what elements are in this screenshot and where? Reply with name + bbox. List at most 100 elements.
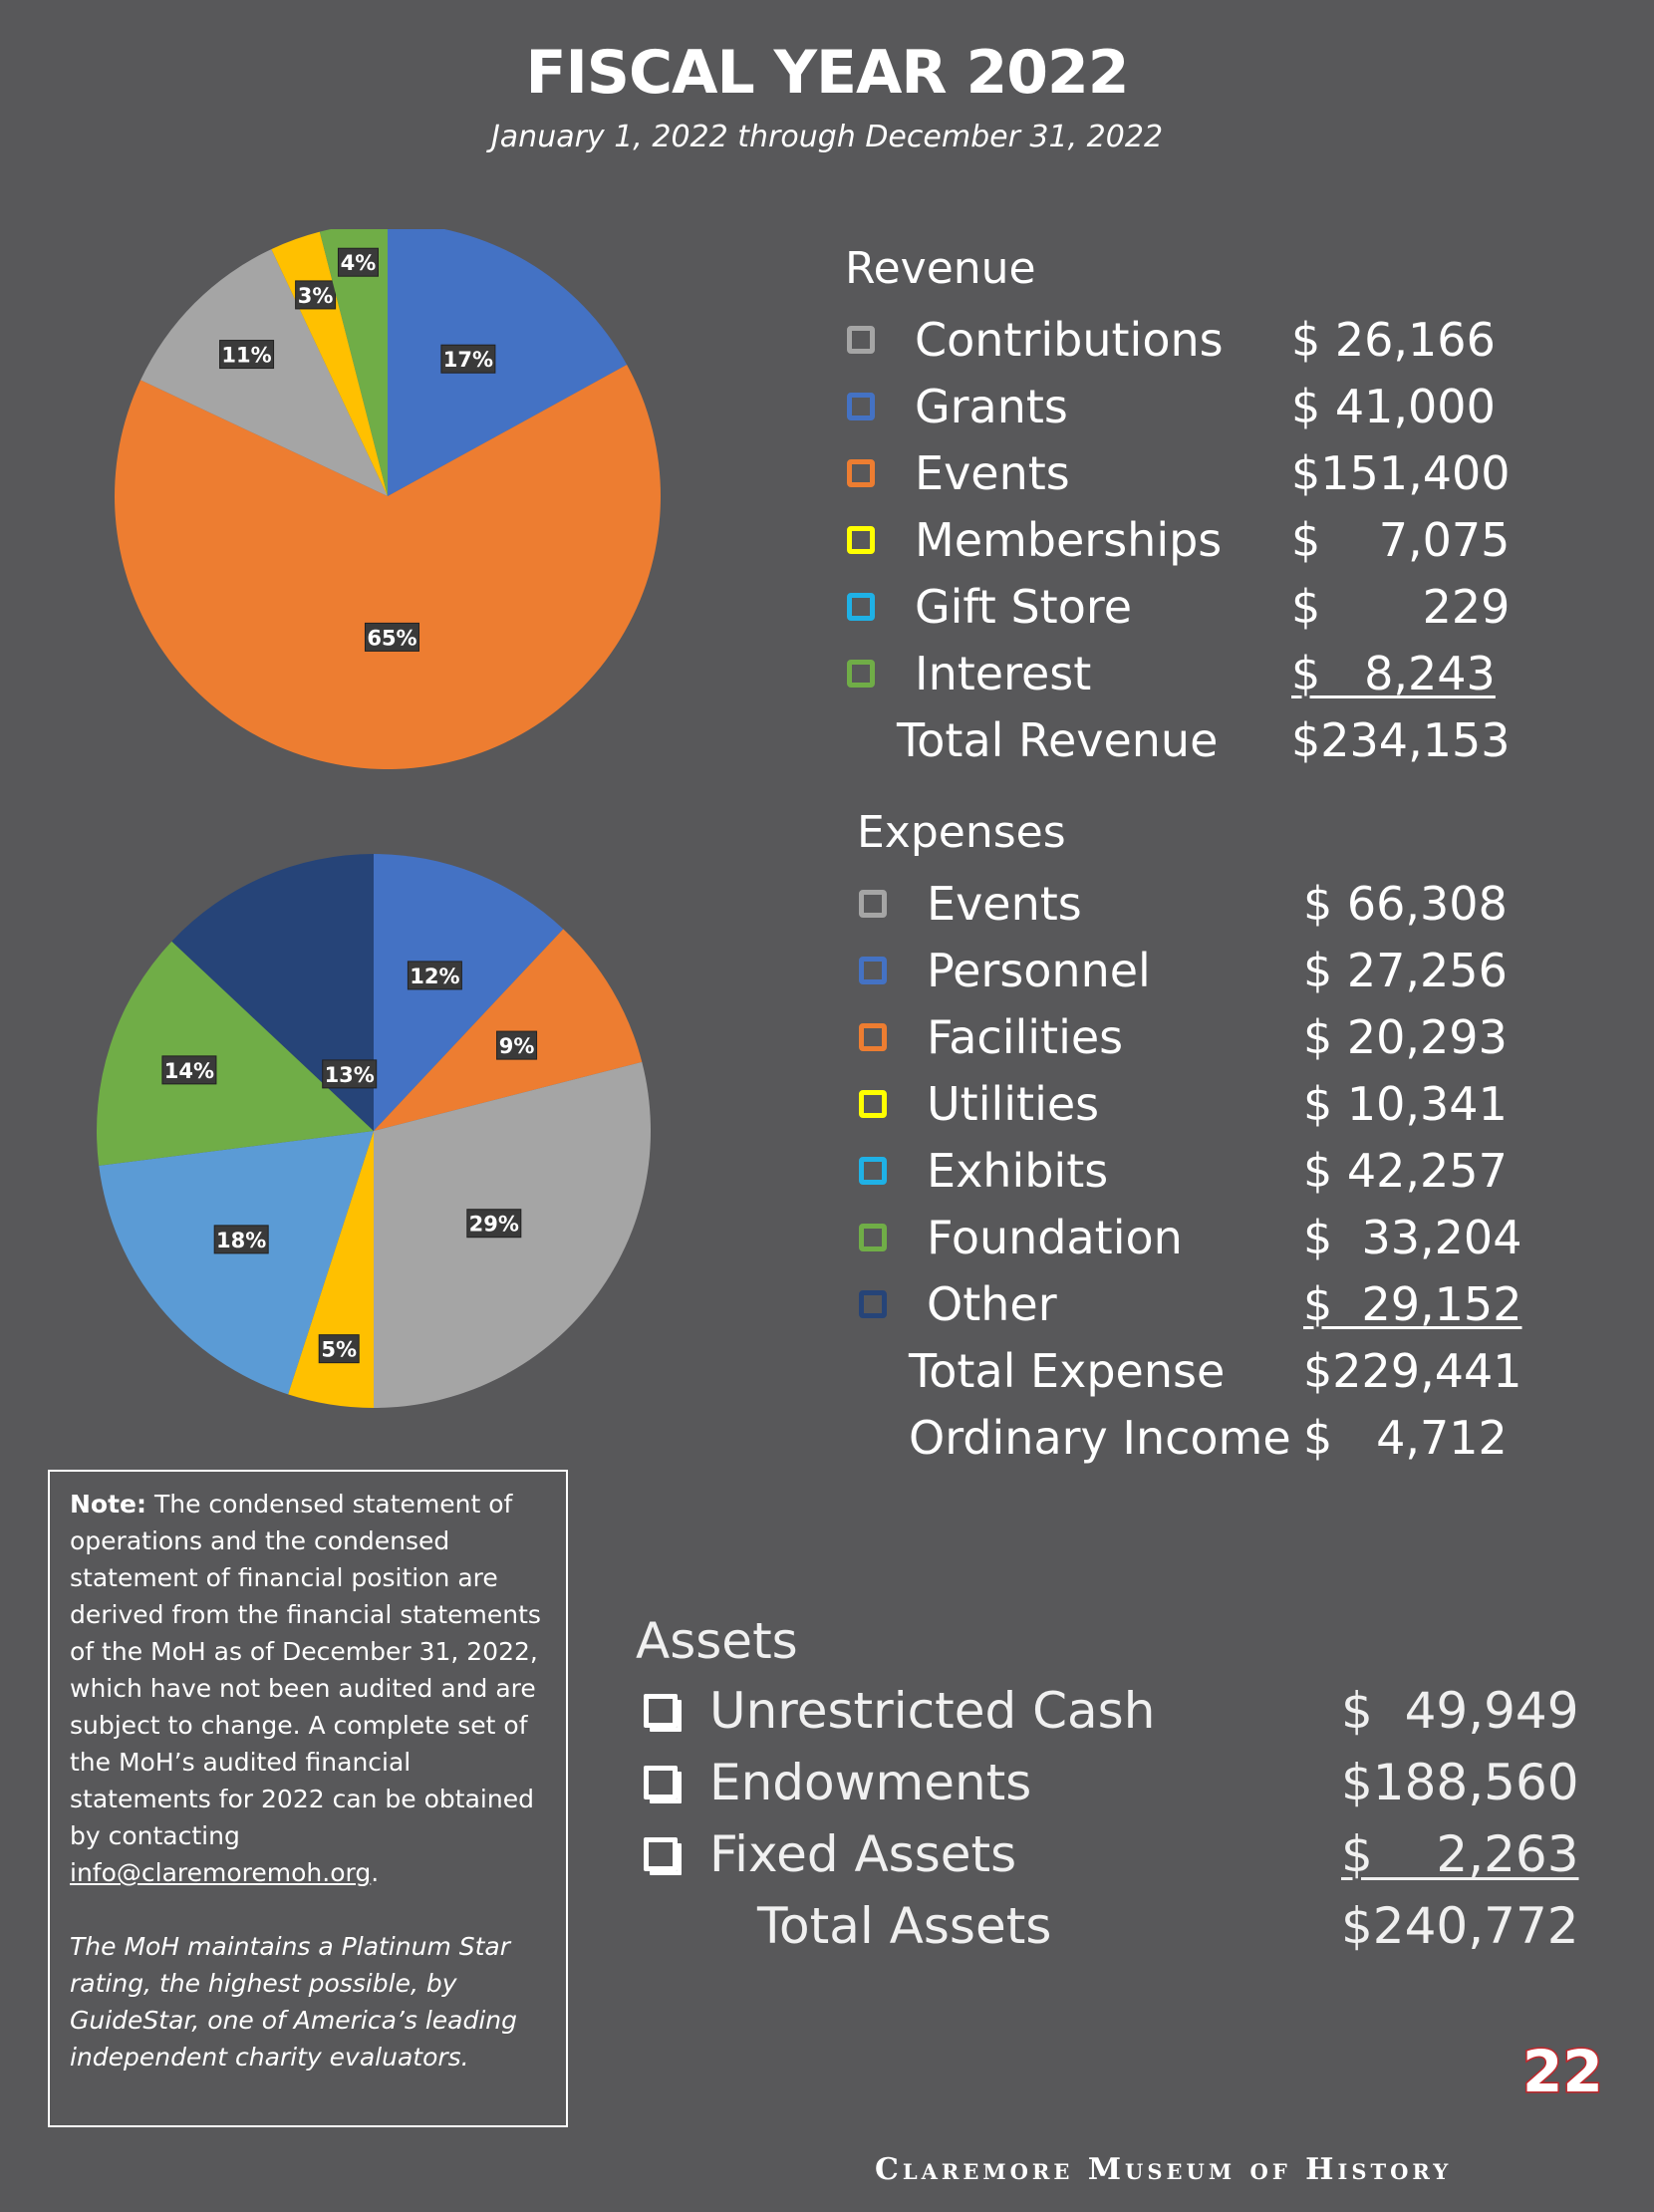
pie-data-label: 12% — [410, 965, 459, 988]
total-expense-label: Total Expense — [909, 1344, 1226, 1398]
legend-swatch-icon — [859, 1090, 887, 1118]
revenue-row: Memberships $ 7,075 — [847, 509, 1510, 571]
asset-amount: $ 49,949 — [1341, 1682, 1579, 1740]
checkbox-icon — [644, 1766, 678, 1799]
pie-data-label: 5% — [321, 1338, 357, 1362]
pie-data-label: 13% — [325, 1063, 375, 1087]
assets-heading: Assets — [636, 1612, 798, 1670]
pie-label-bg — [337, 247, 379, 277]
note-text: Note: The condensed statement of operati… — [70, 1486, 546, 1891]
pie-data-label: 18% — [216, 1229, 266, 1252]
asset-label: Unrestricted Cash — [709, 1682, 1156, 1740]
legend-swatch-icon — [847, 459, 875, 487]
pie-label-bg — [407, 961, 462, 990]
pie-slice-contributions — [140, 249, 388, 496]
pie-slice-personnel — [374, 854, 564, 1131]
footer-org-name: Claremore Museum of History — [875, 2152, 1453, 2187]
asset-row: Endowments $188,560 — [644, 1748, 1579, 1817]
rating-text: The MoH maintains a Platinum Star rating… — [70, 1932, 518, 2072]
expenses-row: Personnel $ 27,256 — [859, 940, 1508, 1001]
pie-data-label: 17% — [443, 348, 493, 372]
legend-swatch-icon — [859, 890, 887, 918]
pie-slice-exhibits — [99, 1131, 375, 1395]
page-subtitle: January 1, 2022 through December 31, 202… — [490, 120, 1164, 154]
expenses-label: Utilities — [927, 1077, 1100, 1131]
expenses-label: Facilities — [927, 1010, 1124, 1064]
page-number: 22 — [1521, 2037, 1605, 2107]
ordinary-income-label: Ordinary Income — [909, 1411, 1291, 1465]
expenses-label: Personnel — [927, 944, 1151, 997]
legend-swatch-icon — [859, 1157, 887, 1185]
expenses-amount: $ 42,257 — [1303, 1144, 1508, 1198]
revenue-label: Grants — [915, 380, 1068, 433]
asset-amount: $188,560 — [1341, 1754, 1579, 1811]
pie-label-bg — [219, 340, 275, 370]
expenses-label: Exhibits — [927, 1144, 1109, 1198]
asset-row: Fixed Assets $ 2,263 — [644, 1819, 1579, 1889]
revenue-label: Events — [915, 446, 1070, 500]
revenue-label: Gift Store — [915, 580, 1133, 634]
revenue-amount: $ 7,075 — [1291, 513, 1511, 567]
pie-label-bg — [213, 1225, 269, 1254]
note-body: The condensed statement of operations an… — [70, 1490, 541, 1850]
pie-slice-events — [115, 364, 661, 769]
checkbox-icon — [644, 1837, 678, 1871]
revenue-label: Contributions — [915, 313, 1224, 367]
pie-data-label: 11% — [221, 344, 271, 368]
legend-swatch-icon — [847, 660, 875, 688]
expenses-row: Events $ 66,308 — [859, 873, 1508, 935]
expenses-amount: $ 66,308 — [1303, 877, 1508, 931]
legend-swatch-icon — [859, 1224, 887, 1251]
legend-swatch-icon — [847, 593, 875, 621]
revenue-row: Interest $ 8,243 — [847, 643, 1496, 704]
revenue-pie-chart: 17% 65% 11% 3% 4% — [115, 229, 661, 769]
asset-label: Fixed Assets — [709, 1825, 1017, 1883]
note-box: Note: The condensed statement of operati… — [48, 1470, 568, 2127]
total-assets-label: Total Assets — [757, 1897, 1052, 1955]
revenue-row: Gift Store $ 229 — [847, 576, 1510, 638]
pie-data-label: 9% — [499, 1034, 535, 1058]
expenses-row: Other $ 29,152 — [859, 1273, 1521, 1335]
revenue-heading: Revenue — [845, 243, 1036, 294]
email-link[interactable]: info@claremoremoh.org — [70, 1858, 372, 1887]
ordinary-income-amount: $ 4,712 — [1303, 1411, 1508, 1465]
pie-data-label: 14% — [164, 1059, 214, 1083]
revenue-label: Memberships — [915, 513, 1223, 567]
revenue-row: Events $151,400 — [847, 442, 1511, 504]
revenue-amount: $151,400 — [1291, 446, 1511, 500]
expenses-row: Exhibits $ 42,257 — [859, 1140, 1508, 1202]
legend-swatch-icon — [847, 393, 875, 420]
revenue-amount: $ 229 — [1291, 580, 1511, 634]
pie-label-bg — [161, 1055, 217, 1085]
pie-label-bg — [440, 344, 496, 374]
revenue-amount: $ 26,166 — [1291, 313, 1496, 367]
expenses-row: Facilities $ 20,293 — [859, 1006, 1508, 1068]
pie-slice-interest — [319, 229, 388, 496]
note-lead: Note: — [70, 1490, 147, 1519]
asset-amount: $ 2,263 — [1341, 1825, 1579, 1883]
expenses-amount: $ 10,341 — [1303, 1077, 1508, 1131]
pie-slice-foundation — [97, 941, 374, 1166]
pie-data-label: 65% — [367, 626, 416, 650]
legend-swatch-icon — [847, 326, 875, 354]
expenses-amount: $ 20,293 — [1303, 1010, 1508, 1064]
expenses-row: Foundation $ 33,204 — [859, 1207, 1521, 1268]
pie-data-label: 29% — [469, 1213, 519, 1237]
revenue-amount: $ 8,243 — [1291, 647, 1496, 700]
pie-data-label: 3% — [298, 284, 334, 308]
expenses-label: Foundation — [927, 1211, 1183, 1264]
legend-swatch-icon — [859, 1023, 887, 1051]
legend-swatch-icon — [859, 957, 887, 984]
pie-label-bg — [466, 1209, 522, 1239]
expenses-row: Utilities $ 10,341 — [859, 1073, 1508, 1135]
pie-label-bg — [295, 280, 337, 310]
pie-label-bg — [318, 1334, 360, 1364]
total-assets-amount: $240,772 — [1341, 1897, 1579, 1955]
asset-label: Endowments — [709, 1754, 1032, 1811]
revenue-row: Contributions $ 26,166 — [847, 309, 1496, 371]
pie-slice-grants — [388, 229, 628, 496]
total-expense-amount: $229,441 — [1303, 1344, 1522, 1398]
expenses-heading: Expenses — [857, 807, 1066, 858]
pie-label-bg — [364, 622, 419, 652]
page-title: FISCAL YEAR 2022 — [525, 38, 1129, 108]
